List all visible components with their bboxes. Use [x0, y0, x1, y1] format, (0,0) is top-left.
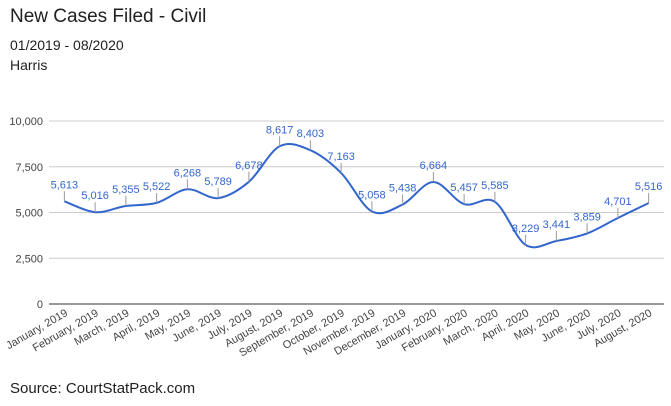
data-label: 5,058: [358, 189, 386, 201]
data-label: 5,585: [481, 180, 509, 192]
data-label: 3,441: [543, 219, 571, 231]
data-label: 6,678: [235, 160, 263, 172]
data-label: 5,789: [204, 176, 232, 188]
gridlines: [49, 120, 664, 305]
y-tick-label: 7,500: [15, 162, 43, 174]
y-tick-label: 2,500: [15, 253, 43, 265]
data-label: 8,617: [266, 124, 294, 136]
data-label: 5,522: [143, 181, 171, 193]
chart-subtitle-date-range: 01/2019 - 08/2020: [10, 37, 124, 53]
y-tick-label: 0: [37, 299, 43, 311]
data-label: 3,859: [573, 211, 601, 223]
data-label: 5,516: [635, 181, 663, 193]
y-tick-label: 10,000: [9, 116, 43, 128]
data-label: 4,701: [604, 196, 632, 208]
data-label: 5,613: [51, 179, 79, 191]
chart-subtitle-county: Harris: [10, 57, 48, 73]
data-label: 3,229: [512, 223, 540, 235]
data-label: 6,664: [420, 160, 448, 172]
series-line: [64, 143, 650, 249]
chart-title: New Cases Filed - Civil: [10, 6, 207, 27]
chart-source: Source: CourtStatPack.com: [10, 380, 196, 397]
data-label: 7,163: [327, 151, 355, 163]
data-label: 5,438: [389, 182, 417, 194]
series-line-group: [64, 143, 650, 249]
y-tick-label: 5,000: [15, 208, 43, 220]
data-label-markers: [63, 136, 650, 245]
data-label: 6,268: [174, 167, 202, 179]
data-label: 8,403: [297, 128, 325, 140]
data-label: 5,016: [81, 190, 109, 202]
y-axis-ticks: 0 2,500 5,000 7,500 10,000: [9, 116, 43, 311]
data-label: 5,355: [112, 184, 140, 196]
data-label: 5,457: [450, 182, 478, 194]
